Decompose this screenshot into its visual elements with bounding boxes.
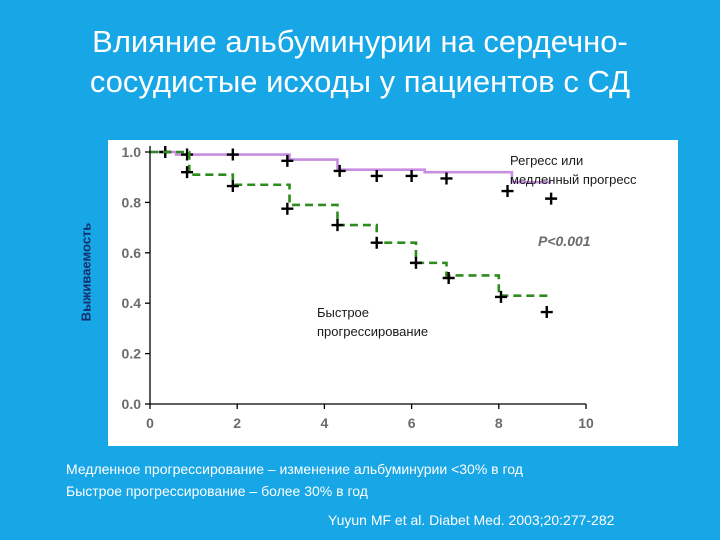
x-tick-label-5: 10: [578, 415, 594, 431]
title-line-2: сосудистые исходы у пациентов с СД: [89, 64, 631, 99]
x-tick-label-0: 0: [146, 415, 154, 431]
series-2-label-line-1: Быстрое: [317, 305, 369, 320]
series-2-censor-mark-2: [226, 180, 239, 193]
title-line-1: Влияние альбуминурии на сердечно-: [92, 24, 628, 59]
series-1-step-line: [150, 150, 552, 184]
series-2-label-line-2: прогрессирование: [317, 324, 428, 339]
x-tick-label-3: 6: [408, 415, 416, 431]
footnote-slow-definition: Медленное прогрессирование – изменение а…: [66, 461, 523, 477]
series-1-censor-mark-6: [370, 169, 383, 182]
series-2-censor-mark-1: [181, 166, 194, 179]
y-tick-label-5: 1.0: [122, 144, 142, 160]
series-2-censor-mark-5: [370, 236, 383, 249]
series-1-label-line-2: медленный прогресс: [510, 172, 637, 187]
series-1-censor-mark-5: [333, 164, 346, 177]
series-1-censor-mark-7: [405, 169, 418, 182]
series-1-censor-mark-4: [281, 154, 294, 167]
series-2-censor-mark-9: [540, 306, 553, 319]
chart-panel: 0.0 0.2 0.4 0.6 0.8 1.0 0 2 4 6 8 10 Регресс или медл…: [108, 140, 678, 446]
y-tick-label-2: 0.4: [122, 295, 142, 311]
series-1-censor-mark-9: [501, 185, 514, 198]
x-tick-label-2: 4: [321, 415, 329, 431]
series-1-censor-mark-2: [181, 148, 194, 161]
citation: Yuyun MF et al. Diabet Med. 2003;20:277-…: [328, 512, 615, 528]
series-1-censor-mark-10: [545, 192, 558, 205]
series-2-censor-mark-3: [281, 202, 294, 215]
x-tick-label-4: 8: [495, 415, 503, 431]
y-tick-label-4: 0.8: [122, 194, 142, 210]
series-2-censor-mark-6: [409, 256, 422, 269]
footnote-fast-definition: Быстрое прогрессирование – более 30% в г…: [66, 483, 368, 499]
series-2-censor-mark-8: [494, 290, 507, 303]
y-tick-label-0: 0.0: [122, 396, 142, 412]
series-2-step-line: [150, 150, 552, 297]
y-tick-label-3: 0.6: [122, 245, 142, 261]
series-2-censor-mark-7: [442, 272, 455, 284]
series-1-censor-mark-3: [226, 148, 239, 161]
survival-chart: 0.0 0.2 0.4 0.6 0.8 1.0 0 2 4 6 8 10 Регресс или медл…: [122, 144, 638, 431]
series-2-censor-mark-4: [331, 219, 344, 232]
p-value-annotation: P<0.001: [538, 233, 591, 249]
slide-title: Влияние альбуминурии на сердечно- сосуди…: [0, 22, 720, 102]
y-axis-title: Выживаемость: [78, 222, 94, 322]
series-1-label-line-1: Регресс или: [510, 153, 583, 168]
y-tick-label-1: 0.2: [122, 346, 142, 362]
x-tick-label-1: 2: [233, 415, 241, 431]
footnote: Медленное прогрессирование – изменение а…: [66, 458, 523, 502]
series-1-censor-mark-8: [440, 172, 453, 185]
